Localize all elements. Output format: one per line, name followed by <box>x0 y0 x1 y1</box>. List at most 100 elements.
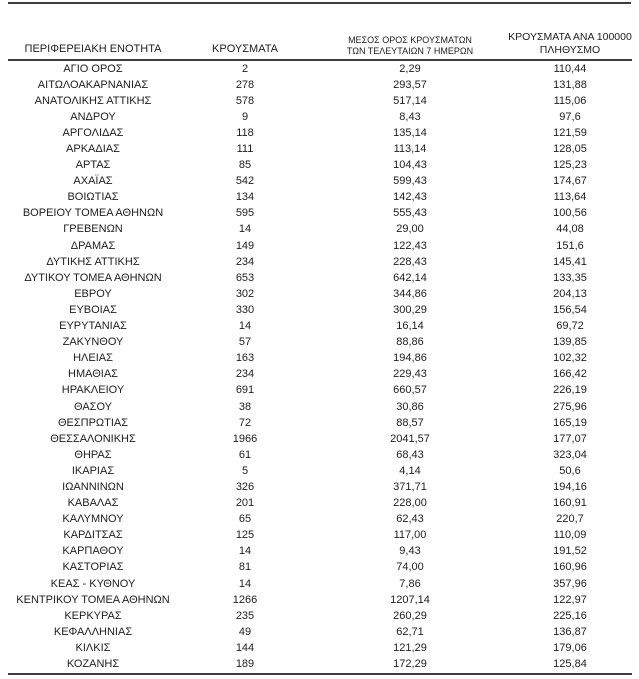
avg-7day-cell: 660,57 <box>393 384 427 397</box>
region-cell: ΚΟΖΑΝΗΣ <box>8 656 178 675</box>
per-100k-cell: 156,54 <box>553 303 587 316</box>
header-cases-label: ΚΡΟΥΣΜΑΤΑ <box>212 43 278 56</box>
table-body: ΑΓΙΟ ΟΡΟΣ 2 2,29 110,44 ΑΙΤΩΛΟΑΚΑΡΝΑΝΙΑΣ 278 2… <box>8 60 632 675</box>
region-cell: ΒΟΙΩΤΙΑΣ <box>67 191 119 204</box>
region-cell: ΘΕΣΠΡΩΤΙΑΣ <box>57 416 129 429</box>
per-100k-cell: 136,87 <box>553 625 587 638</box>
cases-cell: 38 <box>238 400 252 413</box>
cases-cell: 14 <box>238 223 252 236</box>
region-cell: ΚΕΝΤΡΙΚΟΥ ΤΟΜΕΑ ΑΘΗΝΩΝ <box>16 593 170 606</box>
per-100k-cell: 50,6 <box>559 464 581 477</box>
per-100k-cell: 122,97 <box>553 593 587 606</box>
cases-cell: 9 <box>241 110 249 123</box>
region-cell: ΚΕΦΑΛΛΗΝΙΑΣ <box>53 625 133 638</box>
region-cell: ΙΩΑΝΝΙΝΩΝ <box>62 480 124 493</box>
cases-cell: 57 <box>238 336 252 349</box>
table-row: ΕΥΡΥΤΑΝΙΑΣ 14 16,14 69,72 <box>8 319 632 335</box>
cases-cell: 65 <box>238 513 252 526</box>
region-cell: ΕΥΒΟΙΑΣ <box>69 303 117 316</box>
table-row: ΚΕΝΤΡΙΚΟΥ ΤΟΜΕΑ ΑΘΗΝΩΝ 1266 1207,14 122,97 <box>8 592 632 608</box>
avg-7day-cell: 29,00 <box>396 223 424 236</box>
cases-cell: 163 <box>235 352 255 365</box>
table-row: ΘΑΣΟΥ 38 30,86 275,96 <box>8 399 632 415</box>
table-row: ΗΡΑΚΛΕΙΟΥ 691 660,57 226,19 <box>8 383 632 399</box>
cases-cell: 2 <box>241 62 249 75</box>
cases-cell: 330 <box>235 303 255 316</box>
per-100k-cell: 160,91 <box>553 497 587 510</box>
region-cell: ΚΕΡΚΥΡΑΣ <box>64 609 122 622</box>
avg-7day-cell: 555,43 <box>393 207 427 220</box>
table-row: ΑΝΔΡΟΥ 9 8,43 97,6 <box>8 109 632 125</box>
per-100k-cell: 179,06 <box>553 641 587 654</box>
avg-7day-cell: 104,43 <box>393 159 427 172</box>
cases-cell: 234 <box>235 368 255 381</box>
table-row: ΘΕΣΣΑΛΟΝΙΚΗΣ 1966 2041,57 177,07 <box>8 431 632 447</box>
per-100k-cell: 275,96 <box>553 400 587 413</box>
avg-7day-cell: 2,29 <box>399 62 421 75</box>
table-row: ΑΝΑΤΟΛΙΚΗΣ ΑΤΤΙΚΗΣ 578 517,14 115,06 <box>8 93 632 109</box>
region-cell: ΔΥΤΙΚΗΣ ΑΤΤΙΚΗΣ <box>46 255 140 268</box>
table-row: ΔΥΤΙΚΟΥ ΤΟΜΕΑ ΑΘΗΝΩΝ 653 642,14 133,35 <box>8 270 632 286</box>
region-cell: ΑΝΔΡΟΥ <box>70 110 116 123</box>
region-cell: ΚΑΛΥΜΝΟΥ <box>62 513 124 526</box>
region-cell: ΗΡΑΚΛΕΙΟΥ <box>61 384 125 397</box>
table-row: ΚΑΣΤΟΡΙΑΣ 81 74,00 160,96 <box>8 560 632 576</box>
avg-7day-cell: 599,43 <box>393 175 427 188</box>
table-row: ΚΑΒΑΛΑΣ 201 228,00 160,91 <box>8 496 632 512</box>
per-100k-cell: 139,85 <box>553 336 587 349</box>
region-cell: ΕΒΡΟΥ <box>74 287 112 300</box>
per-100k-cell: 177,07 <box>553 432 587 445</box>
table-row: ΑΧΑΪΑΣ 542 599,43 174,67 <box>8 174 632 190</box>
cases-cell: 201 <box>235 497 255 510</box>
avg-7day-cell: 344,86 <box>393 287 427 300</box>
avg-7day-cell: 122,43 <box>393 239 427 252</box>
header-cases: ΚΡΟΥΣΜΑΤΑ <box>178 4 312 61</box>
avg-7day-cell: 517,14 <box>393 94 427 107</box>
cases-cell: 595 <box>235 207 255 220</box>
per-100k-cell: 323,04 <box>553 448 587 461</box>
per-100k-cell: 151,6 <box>556 239 584 252</box>
avg-7day-cell: 642,14 <box>393 271 427 284</box>
table-row: ΔΥΤΙΚΗΣ ΑΤΤΙΚΗΣ 234 228,43 145,41 <box>8 254 632 270</box>
per-100k-cell: 110,44 <box>553 62 587 75</box>
cases-cell: 72 <box>238 416 252 429</box>
per-100k-cell: 145,41 <box>553 255 587 268</box>
avg-7day-cell: 62,71 <box>396 625 424 638</box>
region-cell: ΑΡΓΟΛΙΔΑΣ <box>62 126 124 139</box>
region-cell: ΚΙΛΚΙΣ <box>75 641 111 654</box>
cases-cell: 14 <box>238 577 252 590</box>
avg-7day-cell: 9,43 <box>399 545 421 558</box>
table-row: ΘΗΡΑΣ 61 68,43 323,04 <box>8 447 632 463</box>
table-row: ΒΟΙΩΤΙΑΣ 134 142,43 113,64 <box>8 190 632 206</box>
per-100k-cell: 131,88 <box>553 78 587 91</box>
header-cases-per-100k-line1: ΚΡΟΥΣΜΑΤΑ ΑΝΑ 100000 <box>508 30 632 43</box>
region-cell: ΖΑΚΥΝΘΟΥ <box>62 336 124 349</box>
region-cell: ΑΡΚΑΔΙΑΣ <box>66 143 120 156</box>
cases-cell: 326 <box>235 480 255 493</box>
header-avg-7day-cases: ΜΕΣΟΣ ΟΡΟΣ ΚΡΟΥΣΜΑΤΩΝ ΤΩΝ ΤΕΛΕΥΤΑΙΩΝ 7 Η… <box>312 4 508 61</box>
table-row: ΚΑΛΥΜΝΟΥ 65 62,43 220,7 <box>8 512 632 528</box>
region-cell: ΒΟΡΕΙΟΥ ΤΟΜΕΑ ΑΘΗΝΩΝ <box>22 207 164 220</box>
header-avg-7day-line2: ΤΩΝ ΤΕΛΕΥΤΑΙΩΝ 7 ΗΜΕΡΩΝ <box>346 45 474 56</box>
avg-7day-cell: 117,00 <box>393 529 427 542</box>
per-100k-cell: 115,06 <box>553 94 587 107</box>
per-100k-cell: 110,09 <box>553 529 587 542</box>
per-100k-cell: 125,84 <box>508 656 632 675</box>
avg-7day-cell: 293,57 <box>393 78 427 91</box>
per-100k-cell: 69,72 <box>556 320 584 333</box>
per-100k-cell: 160,96 <box>553 561 587 574</box>
table-row: ΚΑΡΔΙΤΣΑΣ 125 117,00 110,09 <box>8 528 632 544</box>
per-100k-cell: 133,35 <box>553 271 587 284</box>
avg-7day-cell: 228,00 <box>393 497 427 510</box>
region-cell: ΑΡΤΑΣ <box>75 159 111 172</box>
cases-cell: 1266 <box>232 593 258 606</box>
avg-7day-cell: 142,43 <box>393 191 427 204</box>
per-100k-cell: 226,19 <box>553 384 587 397</box>
region-cell: ΑΧΑΪΑΣ <box>73 175 113 188</box>
per-100k-cell: 194,16 <box>553 480 587 493</box>
region-cell: ΕΥΡΥΤΑΝΙΑΣ <box>59 320 127 333</box>
avg-7day-cell: 4,14 <box>399 464 421 477</box>
table-row: ΑΡΓΟΛΙΔΑΣ 118 135,14 121,59 <box>8 125 632 141</box>
per-100k-cell: 191,52 <box>553 545 587 558</box>
per-100k-cell: 357,96 <box>553 577 587 590</box>
